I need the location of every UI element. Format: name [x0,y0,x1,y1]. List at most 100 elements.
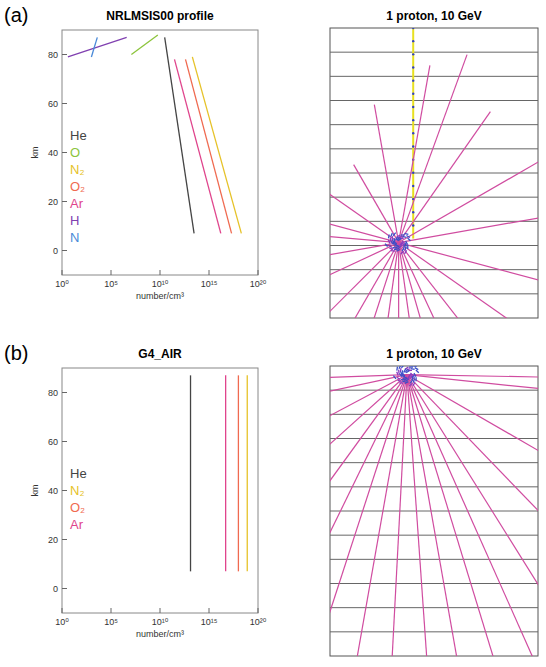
legend-entry: O₂ [70,179,85,194]
shower-cluster [402,236,406,238]
y-tick [62,392,67,393]
simulation-title: 1 proton, 10 GeV [386,9,481,23]
secondary-track [330,220,399,243]
shower-cluster [399,366,401,369]
shower-cluster [402,248,404,251]
secondary-track [330,375,407,385]
shower-cluster [391,250,395,252]
shower-cluster [385,244,387,247]
shower-cluster [401,366,404,368]
interaction-point [412,66,414,68]
series-line [225,375,226,571]
layer-boundary [330,245,538,246]
x-tick [62,608,63,613]
legend-entry: N₂ [70,483,84,498]
secondary-track [399,55,467,243]
panel-letter: (a) [4,4,28,26]
secondary-track [407,375,538,381]
secondary-track [330,375,407,656]
y-tick [62,103,67,104]
y-tick [62,441,67,442]
world-volume [330,28,538,318]
y-tick-label: 0 [53,246,58,256]
layer-boundary [330,173,538,174]
y-tick [62,201,67,202]
secondary-track [399,243,538,318]
shower-cluster [397,377,400,379]
secondary-track [407,375,538,575]
shower-cluster [409,383,412,386]
shower-cluster [393,233,396,236]
secondary-track [330,243,399,318]
secondary-track [407,375,524,656]
line-chart: G4_AIR02040608010⁰10⁵10¹⁰10¹⁵10²⁰number/… [30,347,267,639]
layer-boundary [330,559,538,560]
secondary-track [330,243,399,318]
series-line [186,59,232,233]
layer-boundary [330,414,538,415]
legend-entry: O [70,145,80,160]
legend-entry: He [70,466,87,481]
shower-cluster [389,245,392,247]
layer-boundary [330,607,538,608]
x-tick [160,608,161,613]
x-tick-label: 10⁰ [55,279,69,289]
interaction-point [412,53,414,55]
plot-marks [68,35,241,233]
shower-cluster [408,238,411,241]
x-tick-label: 10⁰ [55,617,69,627]
layer-boundary [330,148,538,149]
y-tick [62,54,67,55]
layer-boundary [330,124,538,125]
shower-cluster [388,235,390,239]
y-tick-label: 40 [48,486,58,496]
secondary-track [398,243,399,318]
x-tick [111,608,112,613]
shower-cluster [390,238,392,242]
shower-cluster [410,373,413,376]
secondary-track [330,243,399,318]
interaction-point [412,28,414,29]
interaction-point [412,172,414,174]
secondary-track [407,375,538,656]
interaction-point [412,119,414,121]
plot-marks [191,375,248,571]
shower-cluster [406,236,410,238]
secondary-track [330,375,407,656]
secondary-track [330,243,399,318]
legend-entry: Ar [70,196,84,211]
series-line [190,375,191,571]
shower-cluster [415,377,416,381]
secondary-track [357,243,399,318]
y-tick [62,588,67,589]
x-axis-title: number/cm³ [136,629,184,639]
interaction-point [412,106,414,108]
x-tick-label: 10¹⁵ [201,279,218,289]
secondary-track [399,112,491,243]
world-volume [330,366,538,656]
series-line [131,35,157,55]
x-tick [258,608,259,613]
shower-cluster [399,382,403,384]
secondary-track [399,243,441,318]
secondary-track [407,375,435,656]
x-tick-label: 10¹⁵ [201,617,218,627]
secondary-track [407,375,538,656]
layer-boundary [330,76,538,77]
secondary-track [330,165,399,243]
shower-cluster [394,242,397,244]
y-tick-label: 20 [48,197,58,207]
simulation-panel: 1 proton, 10 GeV [54,347,546,667]
shower-cluster [407,245,408,249]
secondary-track [330,375,407,656]
y-tick [62,539,67,540]
y-axis-title: km [30,485,40,497]
plot-frame [62,368,258,613]
shower-cluster [397,372,398,376]
shower-cluster [410,380,412,383]
secondary-track [407,375,538,656]
shower-cluster [401,251,404,254]
simulation-title: 1 proton, 10 GeV [386,347,481,361]
shower-cluster [413,379,414,383]
legend-entry: H [70,213,79,228]
